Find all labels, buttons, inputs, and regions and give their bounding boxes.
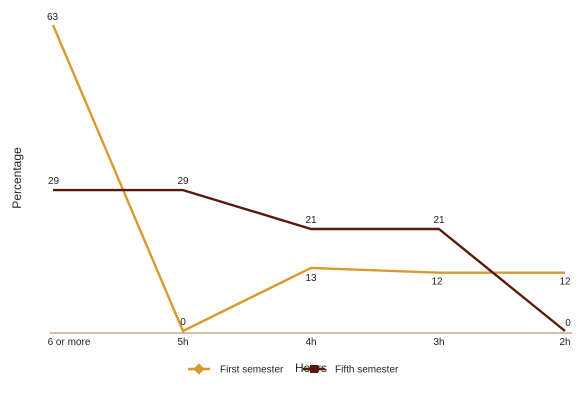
data-label: 12 <box>559 277 571 288</box>
x-tick-label: 5h <box>177 337 188 348</box>
series-lines <box>51 24 566 333</box>
series-line-fifth-semester <box>53 188 566 332</box>
legend-label: Fifth semester <box>335 365 399 376</box>
data-label: 12 <box>431 277 443 288</box>
legend-marker-square <box>310 365 318 373</box>
legend-label: First semester <box>220 365 284 376</box>
data-labels: 63 0 13 12 12 29 29 21 21 0 <box>47 12 571 329</box>
x-tick-label: 6 or more <box>48 337 91 348</box>
x-tick-label: 4h <box>305 337 316 348</box>
legend: First semester Fifth semester <box>188 363 399 376</box>
data-label: 63 <box>47 12 59 23</box>
data-label: 0 <box>565 318 571 329</box>
x-tick-label: 2h <box>559 337 570 348</box>
x-tick-label: 3h <box>433 337 444 348</box>
data-label: 29 <box>177 176 189 187</box>
legend-marker-diamond <box>193 363 205 375</box>
data-label: 29 <box>48 176 60 187</box>
data-label: 13 <box>305 273 317 284</box>
x-tick-labels: 6 or more 5h 4h 3h 2h <box>48 337 571 348</box>
data-label: 0 <box>180 317 186 328</box>
data-label: 21 <box>305 215 317 226</box>
y-axis-title: Percentage <box>10 147 24 209</box>
series-line-first-semester <box>51 24 565 333</box>
data-label: 21 <box>433 215 445 226</box>
